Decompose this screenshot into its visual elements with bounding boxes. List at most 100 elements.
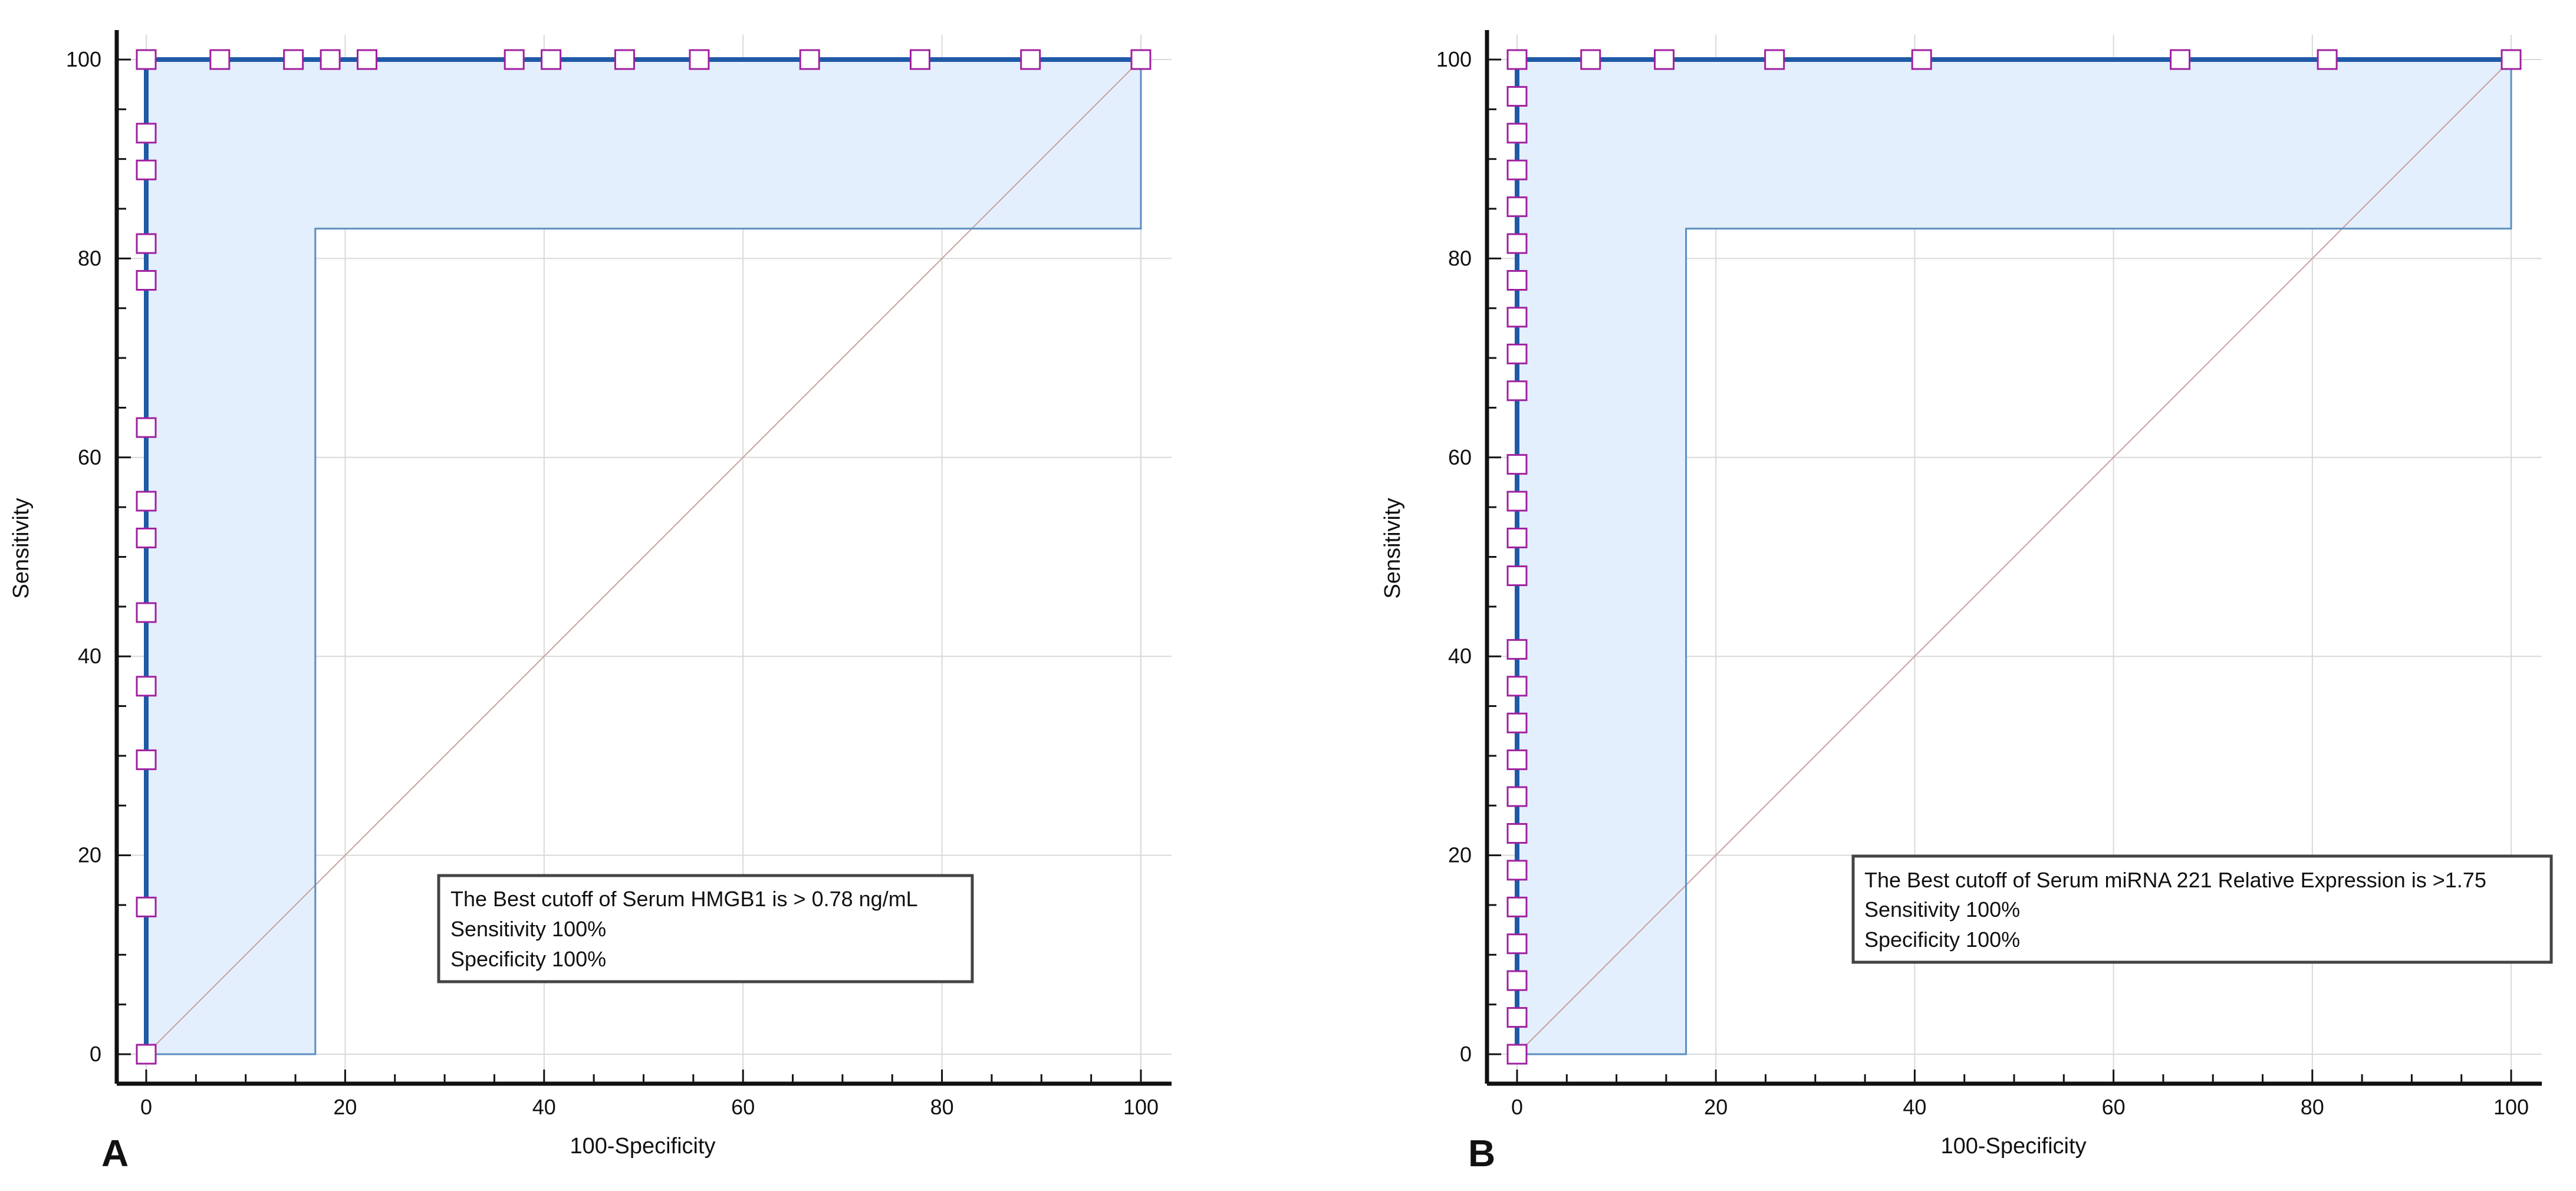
p0-x-tick-label-60: 60 (731, 1095, 755, 1119)
p0-annotation-box: The Best cutoff of Serum HMGB1 is > 0.78… (437, 874, 974, 983)
p1-cutoff-marker-1 (1506, 1007, 1528, 1028)
p0-cutoff-marker-23 (1020, 49, 1041, 70)
p1-x-tick-label-0: 0 (1511, 1095, 1523, 1119)
p1-cutoff-marker-30 (1911, 49, 1932, 70)
p1-x-tick-label-100: 100 (2493, 1095, 2529, 1119)
p0-panel-letter: A (101, 1132, 129, 1174)
p1-cutoff-marker-8 (1506, 749, 1528, 771)
p1-cutoff-marker-17 (1506, 343, 1528, 364)
p1-cutoff-marker-21 (1506, 196, 1528, 218)
p0-cutoff-marker-19 (614, 49, 635, 70)
roc-panel-a: 0 20 40 60 80 100 0 20 40 60 80 100 100-Specificity S… (9, 30, 1172, 1174)
p1-cutoff-markers (1506, 49, 2522, 1065)
p1-annotation-line-1: Sensitivity 100% (1864, 897, 2020, 922)
p1-cutoff-marker-29 (1764, 49, 1785, 70)
p1-cutoff-marker-12 (1506, 565, 1528, 587)
p0-cutoff-marker-17 (504, 49, 525, 70)
p1-cutoff-marker-16 (1506, 380, 1528, 402)
p0-y-tick-label-0: 0 (90, 1042, 101, 1066)
p0-cutoff-marker-9 (136, 233, 157, 254)
p0-confidence-bound-line (146, 60, 1142, 1055)
p0-cutoff-markers (136, 49, 1152, 1065)
p1-reference-diagonal (1516, 59, 2512, 1055)
p1-annotation-line-0: The Best cutoff of Serum miRNA 221 Relat… (1864, 868, 2486, 892)
p1-cutoff-marker-22 (1506, 159, 1528, 180)
p1-cutoff-marker-7 (1506, 786, 1528, 807)
p0-cutoff-marker-2 (136, 749, 157, 771)
p1-cutoff-marker-5 (1506, 860, 1528, 881)
p0-cutoff-marker-4 (136, 602, 157, 623)
p1-cutoff-marker-3 (1506, 933, 1528, 955)
p1-cutoff-marker-10 (1506, 676, 1528, 697)
p0-cutoff-marker-14 (283, 49, 304, 70)
p0-annotation-line-1: Sensitivity 100% (450, 917, 606, 941)
p1-x-axis-title: 100-Specificity (1940, 1134, 2086, 1159)
p0-cutoff-marker-22 (909, 49, 930, 70)
p1-cutoff-marker-15 (1506, 454, 1528, 475)
p1-x-tick-label-20: 20 (1704, 1095, 1728, 1119)
p1-cutoff-marker-19 (1506, 270, 1528, 291)
p1-y-tick-label-60: 60 (1448, 445, 1472, 469)
p0-y-axis-title: Sensitivity (9, 498, 34, 598)
p0-cutoff-marker-12 (136, 49, 157, 70)
p1-cutoff-marker-28 (1654, 49, 1675, 70)
p1-y-axis-title: Sensitivity (1380, 498, 1405, 598)
p0-annotation-line-2: Specificity 100% (450, 947, 606, 971)
p1-annotation-box: The Best cutoff of Serum miRNA 221 Relat… (1851, 854, 2553, 964)
p1-cutoff-marker-9 (1506, 712, 1528, 733)
p0-cutoff-marker-13 (209, 49, 231, 70)
p0-y-tick-label-80: 80 (78, 246, 101, 270)
p1-y-tick-label-20: 20 (1448, 843, 1472, 867)
p0-x-tick-label-100: 100 (1123, 1095, 1159, 1119)
p1-cutoff-marker-2 (1506, 970, 1528, 991)
p0-y-tick-label-60: 60 (78, 445, 101, 469)
p0-cutoff-marker-11 (136, 123, 157, 144)
p0-cutoff-marker-24 (1130, 49, 1152, 70)
p0-annotation-line-0: The Best cutoff of Serum HMGB1 is > 0.78… (450, 887, 918, 911)
p1-cutoff-marker-27 (1580, 49, 1601, 70)
p1-cutoff-marker-20 (1506, 233, 1528, 254)
p0-cutoff-marker-7 (136, 417, 157, 438)
p1-x-tick-label-60: 60 (2102, 1095, 2126, 1119)
p1-panel-letter: B (1468, 1132, 1495, 1174)
p0-cutoff-marker-3 (136, 676, 157, 697)
p0-x-tick-label-40: 40 (532, 1095, 556, 1119)
p1-cutoff-marker-24 (1506, 85, 1528, 107)
p1-x-tick-label-40: 40 (1903, 1095, 1926, 1119)
p1-y-tick-label-100: 100 (1436, 47, 1472, 71)
p1-cutoff-marker-32 (2317, 49, 2338, 70)
p1-cutoff-marker-11 (1506, 639, 1528, 660)
p0-x-axis-title: 100-Specificity (570, 1134, 715, 1159)
p0-x-tick-label-80: 80 (930, 1095, 954, 1119)
p0-cutoff-marker-16 (357, 49, 378, 70)
p1-cutoff-marker-0 (1506, 1044, 1528, 1065)
p0-reference-diagonal (146, 59, 1141, 1055)
p1-cutoff-marker-33 (2501, 49, 2522, 70)
p1-y-tick-label-0: 0 (1460, 1042, 1472, 1066)
p0-cutoff-marker-1 (136, 896, 157, 917)
p0-y-tick-label-40: 40 (78, 644, 101, 668)
p1-confidence-bound-line (1517, 60, 2512, 1055)
p0-cutoff-marker-15 (320, 49, 341, 70)
p0-cutoff-marker-20 (689, 49, 710, 70)
p1-cutoff-marker-14 (1506, 491, 1528, 512)
p0-cutoff-marker-8 (136, 270, 157, 291)
p0-y-tick-label-20: 20 (78, 843, 101, 867)
p0-annotation-frame (437, 874, 974, 983)
p0-cutoff-marker-0 (136, 1044, 157, 1065)
p0-cutoff-marker-21 (799, 49, 820, 70)
p0-cutoff-marker-18 (541, 49, 562, 70)
p1-y-tick-label-40: 40 (1448, 644, 1472, 668)
p1-cutoff-marker-6 (1506, 822, 1528, 844)
p1-cutoff-marker-18 (1506, 307, 1528, 328)
p1-y-tick-label-80: 80 (1448, 246, 1472, 270)
p1-annotation-frame (1851, 854, 2553, 964)
p1-annotation-line-2: Specificity 100% (1864, 927, 2020, 952)
p1-cutoff-marker-26 (1506, 49, 1528, 70)
p0-x-tick-label-0: 0 (140, 1095, 152, 1119)
roc-panel-b: 0 20 40 60 80 100 0 20 40 60 80 100 100-Specificity S… (1380, 30, 2553, 1174)
p0-cutoff-marker-6 (136, 491, 157, 512)
p1-cutoff-marker-13 (1506, 527, 1528, 548)
p1-x-tick-label-80: 80 (2301, 1095, 2324, 1119)
